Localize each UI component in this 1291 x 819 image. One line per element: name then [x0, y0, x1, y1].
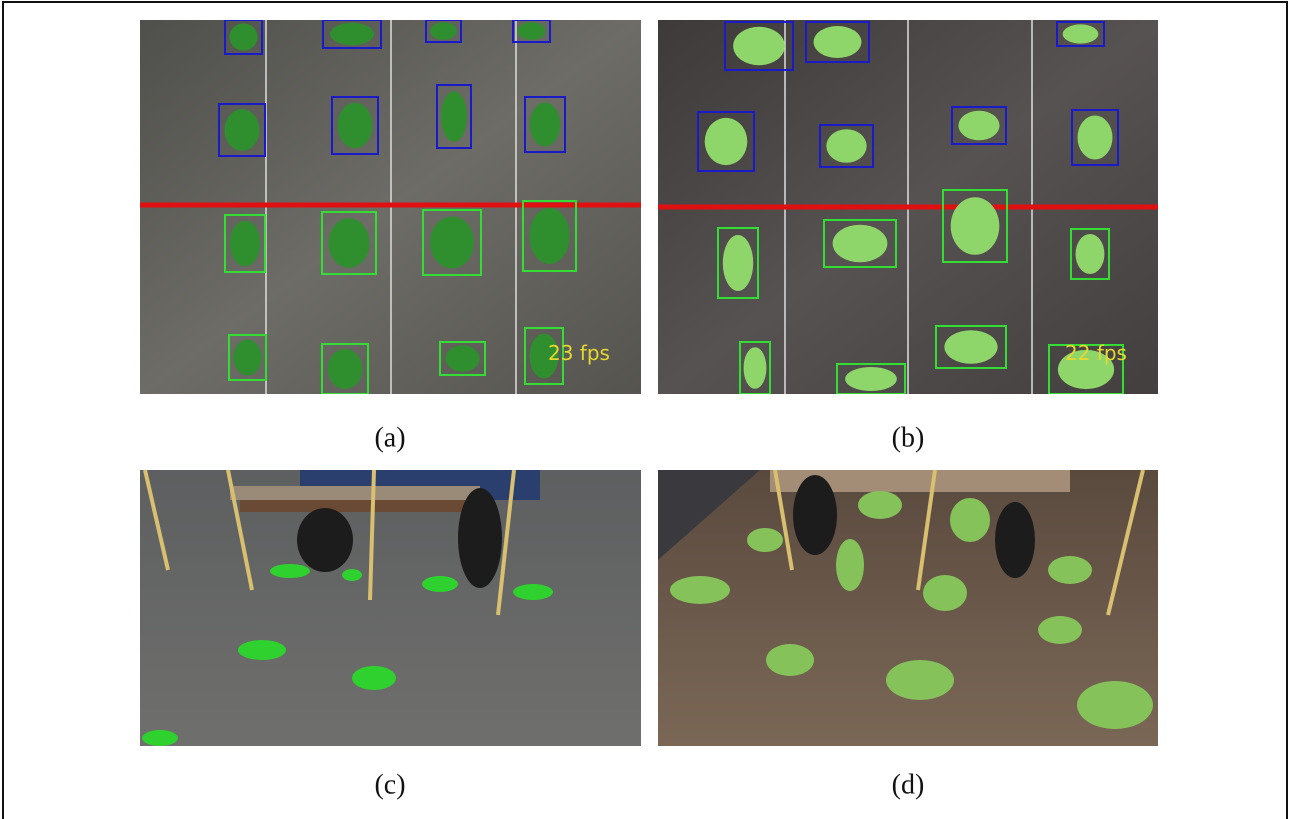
fps-overlay: 23 fps: [548, 341, 610, 365]
plant: [330, 23, 374, 45]
plant: [944, 330, 997, 364]
panel-b-image: 22 fps: [658, 20, 1158, 394]
plant: [513, 584, 553, 600]
plant: [422, 576, 458, 592]
plant: [826, 129, 866, 163]
plant: [270, 564, 310, 578]
plant: [1048, 556, 1092, 584]
fps-overlay: 22 fps: [1065, 341, 1127, 365]
plant: [352, 666, 396, 690]
panel-label: (a): [374, 422, 405, 453]
plant: [328, 218, 369, 268]
plant: [430, 22, 457, 40]
plant: [430, 217, 474, 269]
plant: [723, 235, 753, 291]
plant: [1078, 116, 1113, 160]
panel-label: (d): [892, 769, 925, 800]
plant: [705, 118, 748, 165]
plant: [445, 345, 479, 371]
plant: [733, 27, 785, 65]
plant: [225, 109, 260, 151]
plant: [342, 569, 362, 581]
plant: [858, 491, 902, 519]
plant: [923, 575, 967, 611]
plant: [338, 103, 373, 149]
plant: [233, 340, 261, 376]
plant: [951, 197, 1000, 255]
plant: [1077, 681, 1153, 729]
figure: 23 fps 22 fps (a) (b) (c) (d): [0, 0, 1291, 819]
plant: [142, 730, 178, 746]
plant: [958, 111, 999, 141]
plant: [441, 91, 467, 141]
plant: [836, 539, 864, 591]
plant: [238, 640, 286, 660]
plant: [950, 498, 990, 542]
plant: [517, 22, 545, 40]
panel-label: (b): [892, 422, 925, 453]
plant: [1076, 234, 1105, 274]
plant: [814, 26, 862, 58]
plant: [744, 347, 767, 389]
panel-a-image: 23 fps: [140, 20, 641, 394]
panel-label: (c): [374, 769, 405, 800]
plant: [747, 528, 783, 552]
plant: [670, 576, 730, 604]
plant: [845, 367, 897, 391]
plant: [766, 644, 814, 676]
plant: [1063, 24, 1099, 43]
panel-d-image: [658, 470, 1158, 746]
plant: [1038, 616, 1082, 644]
plant: [529, 208, 569, 264]
plant: [530, 103, 560, 147]
panel-c-image: [140, 470, 641, 746]
plant: [833, 225, 888, 263]
plant: [229, 23, 257, 50]
plant: [328, 349, 363, 389]
plant: [230, 221, 260, 267]
plant: [886, 660, 954, 700]
